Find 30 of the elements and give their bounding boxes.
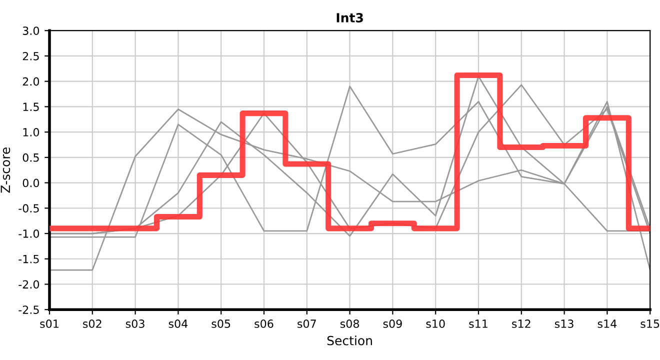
x-tick-label: s13 — [554, 320, 574, 328]
x-tick-label: s05 — [212, 320, 230, 328]
y-tick-label: 0.0 — [22, 178, 40, 188]
y-tick-label: -1.5 — [18, 254, 39, 264]
x-tick-label: s11 — [469, 320, 488, 328]
x-tick-label: s08 — [340, 320, 360, 328]
y-tick-label: 2.5 — [22, 52, 39, 60]
y-tick-label: 0.5 — [22, 153, 39, 162]
y-tick-label: -1.0 — [18, 229, 40, 238]
x-tick-label: s03 — [126, 320, 144, 328]
y-tick-label: 2.0 — [22, 77, 40, 86]
x-tick-label: s09 — [383, 320, 402, 328]
x-tick-label: s10 — [426, 320, 445, 328]
x-tick-label: s07 — [298, 320, 316, 328]
x-tick-label: s12 — [512, 320, 530, 328]
x-tick-label: s06 — [254, 320, 274, 328]
y-tick-label: -2.0 — [18, 280, 40, 289]
x-tick-label: s04 — [168, 320, 188, 328]
y-tick-label: 3.0 — [22, 26, 40, 35]
x-tick-label: s15 — [640, 320, 660, 328]
y-tick-label: -2.5 — [18, 306, 39, 314]
y-tick-label: 1.0 — [23, 128, 40, 136]
x-tick-label: s01 — [40, 320, 58, 328]
y-tick-label: 1.5 — [23, 102, 39, 112]
x-tick-label: s14 — [598, 320, 617, 328]
chart-title: Int3 — [336, 12, 363, 22]
x-axis-title: Section — [327, 336, 372, 346]
x-tick-label: s02 — [83, 320, 102, 328]
y-tick-label: -0.5 — [18, 204, 39, 213]
y-axis-title: Z-score — [0, 148, 10, 193]
